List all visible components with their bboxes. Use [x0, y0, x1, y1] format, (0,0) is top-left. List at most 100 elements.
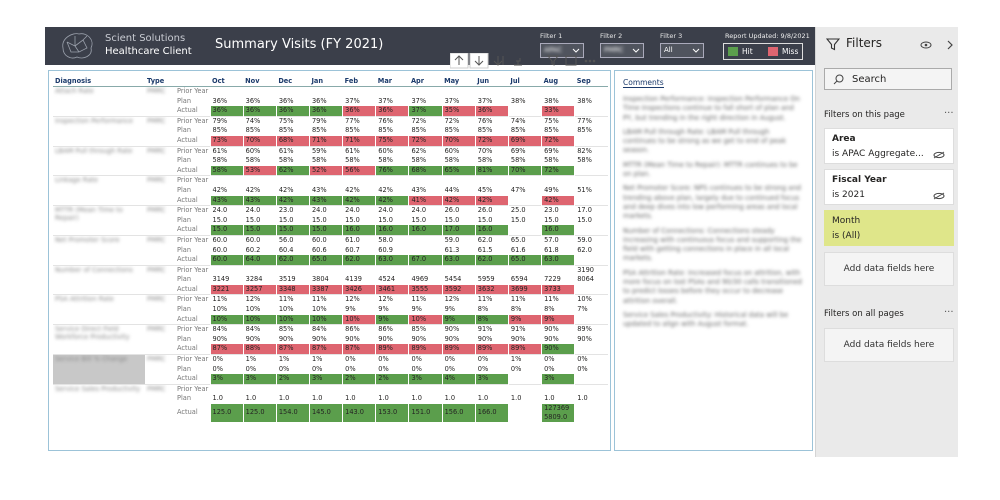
value-cell: 60.9 [375, 245, 409, 256]
value-cell [308, 264, 343, 276]
visual-toolbar[interactable] [450, 53, 610, 69]
value-cell: 43% [308, 195, 343, 206]
value-cell: 0% [342, 364, 376, 375]
row-label: Plan [177, 275, 192, 284]
value-cell [574, 255, 608, 266]
slicer-value: PMRC [604, 46, 624, 54]
more-options[interactable]: ··· [944, 307, 954, 318]
value-cell: 87% [308, 344, 343, 355]
value-cell: 72% [541, 135, 575, 147]
slicer-dropdown[interactable]: All [660, 43, 704, 58]
value-cell: 3632 [474, 284, 509, 295]
value-cell: 62.0 [275, 255, 310, 266]
value-cell: 15.0 [242, 225, 277, 236]
value-cell: 16.0 [474, 225, 509, 236]
add-fields[interactable]: Add data fields here [824, 252, 954, 286]
type-name: PMRC [147, 235, 166, 244]
value-cell: 56% [342, 165, 376, 176]
value-cell [441, 383, 476, 395]
filter-card[interactable]: Month is (All) [824, 210, 954, 246]
diagnosis-cell: MTTR (Mean Time to Repair) [53, 205, 145, 236]
value-cell: 9% [441, 305, 476, 315]
matrix-row: Service Direct Field Workforce Productiv… [53, 324, 608, 355]
value-cell: 85% [342, 126, 376, 136]
value-cell: 151.0 [408, 404, 443, 422]
value-cell: 85% [242, 126, 277, 136]
value-cell: 8% [474, 305, 509, 315]
type-cell: PMRC [145, 324, 175, 355]
value-cell [507, 175, 542, 186]
value-cell: 10% [308, 305, 343, 315]
type-cell: PMRC [145, 354, 175, 385]
value-cell: 37% [342, 96, 376, 107]
value-cell: 11% [408, 294, 443, 306]
matrix-row: Inspection Performance PMRC Prior Year 79% 7… [53, 115, 608, 147]
value-cell: 63.0 [441, 255, 476, 266]
value-cell: 62.0 [474, 234, 509, 246]
value-cell: 15.0 [507, 215, 542, 226]
type-cell: PMRC [145, 264, 175, 295]
value-cell: 72% [541, 165, 575, 176]
value-cell: 65.0 [507, 255, 542, 266]
more-options[interactable]: ··· [944, 108, 954, 119]
value-cell [242, 383, 277, 395]
value-cell: 36% [375, 106, 409, 117]
value-cell: 0% [375, 364, 409, 375]
value-cell: 156.0 [441, 404, 476, 422]
value-cell: 85% [507, 126, 542, 136]
value-cell [474, 85, 509, 97]
value-cell: 1.0 [275, 394, 310, 404]
value-cell: 42% [275, 185, 310, 196]
slicer-dropdown[interactable]: PMRC [600, 43, 644, 58]
value-cell [408, 383, 443, 395]
value-cell: 4524 [375, 275, 409, 285]
value-cell: 81% [474, 165, 509, 176]
diagnosis-cell: Service Bill % Change [53, 354, 145, 385]
hide-icon[interactable] [933, 151, 945, 159]
value-cell: 11% [541, 294, 575, 306]
value-cell: 0% [375, 354, 409, 365]
value-cell: 60.0 [242, 234, 277, 246]
value-cell: 77% [342, 115, 376, 127]
hide-icon[interactable] [933, 192, 945, 200]
value-cell: 1.0 [441, 394, 476, 404]
slicer-dropdown[interactable]: APAC [540, 43, 584, 58]
row-label: Actual [177, 374, 198, 383]
value-cell: 0% [441, 354, 476, 365]
filter-card[interactable]: Area is APAC Aggregate... [824, 128, 954, 164]
value-cell: 7% [574, 305, 608, 315]
value-cell: 1% [242, 354, 277, 365]
value-cell: 3555 [408, 284, 443, 295]
value-cell: 36% [342, 106, 376, 117]
type-cell: PMRC [145, 115, 175, 147]
value-cell: 60.0 [209, 245, 244, 256]
comments-visual: Comments Inspection Performance: Inspect… [614, 70, 813, 451]
row-label: Actual [177, 255, 198, 264]
value-cell: 0% [308, 364, 343, 375]
value-cell: 87% [209, 344, 244, 355]
value-cell: 89% [375, 344, 409, 355]
value-cell [242, 264, 277, 276]
type-name: PMRC [147, 146, 166, 155]
row-label: Prior Year [175, 324, 210, 335]
value-cell [574, 314, 608, 325]
value-cell: 15.0 [308, 215, 343, 226]
report-updated: Report Updated: 9/8/2021 [725, 32, 810, 40]
value-cell: 1.0 [408, 394, 443, 404]
row-label: Plan [177, 305, 192, 314]
value-cell: 42% [242, 185, 277, 196]
value-cell: 60.6 [308, 245, 343, 256]
filter-search[interactable]: Search [824, 68, 952, 90]
pane-controls[interactable] [920, 39, 956, 51]
value-cell [541, 85, 575, 97]
diagnosis-name: Attach Rate [55, 87, 94, 95]
add-fields[interactable]: Add data fields here [824, 328, 954, 362]
value-cell: 43% [308, 185, 343, 196]
chevron [572, 48, 580, 53]
value-cell: 84% [209, 324, 244, 335]
value-cell [342, 264, 376, 276]
filter-card[interactable]: Fiscal Year is 2021 [824, 169, 954, 205]
row-label: Actual [177, 165, 198, 174]
value-cell: 70% [242, 135, 277, 147]
matrix-row: Actual 36% 36% 36% 36% 36% 36% 37% 35% 36% 33% [53, 106, 608, 117]
